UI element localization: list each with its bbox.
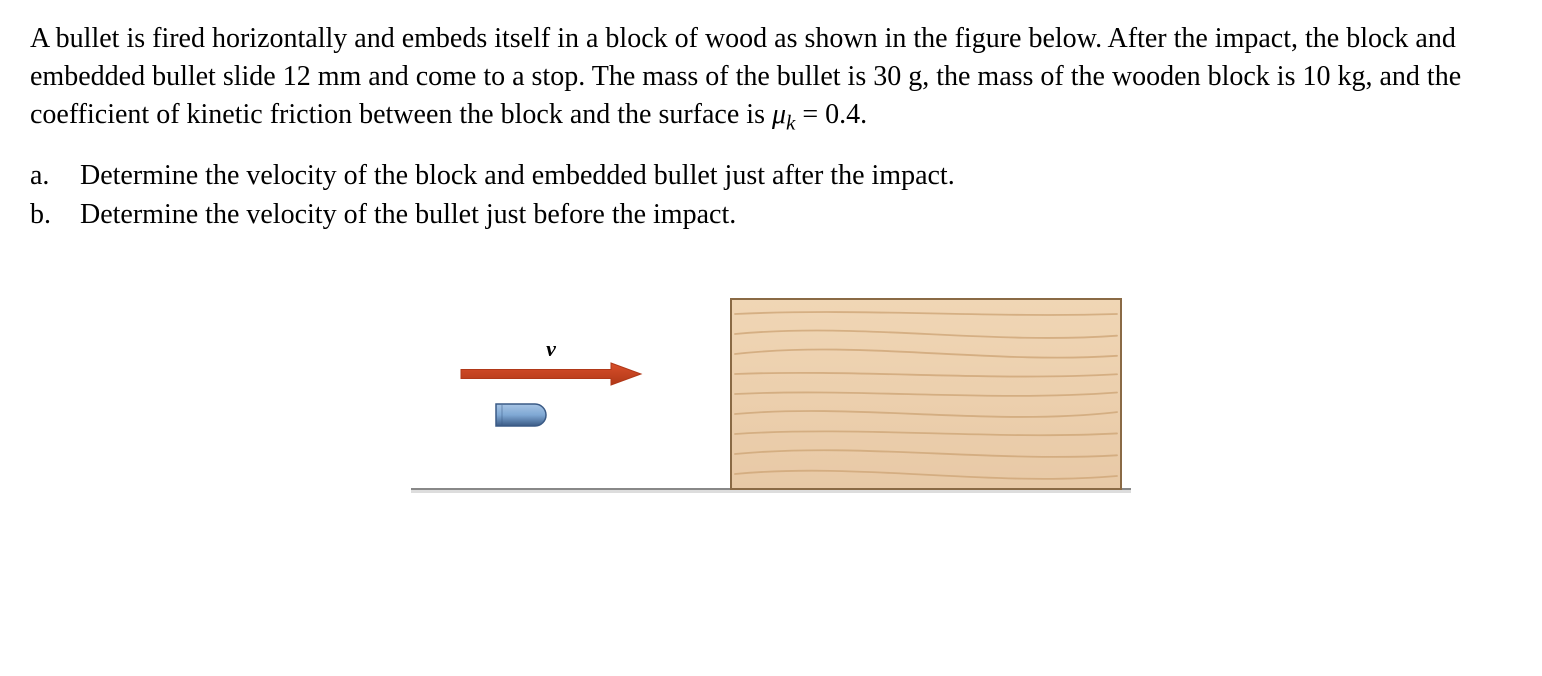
question-item: a. Determine the velocity of the block a…	[30, 157, 1512, 195]
mu-subscript: k	[786, 110, 795, 134]
problem-text: A bullet is fired horizontally and embed…	[30, 23, 1461, 130]
mu-value: = 0.4.	[795, 99, 867, 130]
figure-svg: v	[401, 274, 1141, 514]
figure-container: v	[30, 274, 1512, 514]
question-label-b: b.	[30, 196, 80, 234]
mu-symbol: μ	[772, 99, 786, 130]
question-text-b: Determine the velocity of the bullet jus…	[80, 196, 1512, 234]
question-label-a: a.	[30, 157, 80, 195]
questions-list: a. Determine the velocity of the block a…	[30, 157, 1512, 235]
svg-text:v: v	[546, 336, 556, 361]
question-item: b. Determine the velocity of the bullet …	[30, 196, 1512, 234]
problem-paragraph: A bullet is fired horizontally and embed…	[30, 20, 1512, 137]
physics-figure: v	[401, 274, 1141, 514]
question-text-a: Determine the velocity of the block and …	[80, 157, 1512, 195]
